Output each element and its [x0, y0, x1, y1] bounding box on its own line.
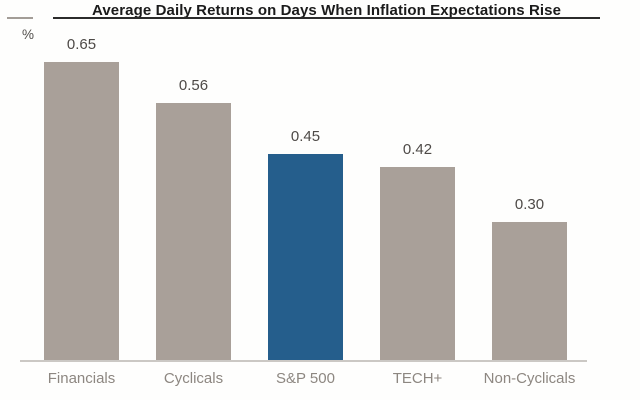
bar-value-label: 0.65: [66, 36, 97, 53]
y-axis-unit-label: %: [21, 27, 34, 42]
bar-category-label: Financials: [47, 370, 116, 387]
bar-financials: [44, 62, 119, 360]
bar-category-label: TECH+: [392, 370, 443, 387]
chart-title: Average Daily Returns on Days When Infla…: [91, 2, 562, 19]
header-left-rule: [7, 17, 33, 19]
bar-category-label: S&P 500: [276, 370, 335, 387]
bar-non-cyclicals: [492, 222, 567, 360]
bar-value-label: 0.45: [290, 128, 321, 145]
bar-value-label: 0.42: [402, 141, 433, 158]
bar-cyclicals: [156, 103, 231, 360]
bar-category-label: Cyclicals: [163, 370, 224, 387]
x-axis-line: [20, 360, 587, 362]
bar-s-p-500: [268, 154, 343, 360]
bar-tech-: [380, 167, 455, 360]
title-underline: [53, 17, 600, 19]
bar-value-label: 0.30: [514, 196, 545, 213]
bar-value-label: 0.56: [178, 77, 209, 94]
bar-category-label: Non-Cyclicals: [483, 370, 576, 387]
